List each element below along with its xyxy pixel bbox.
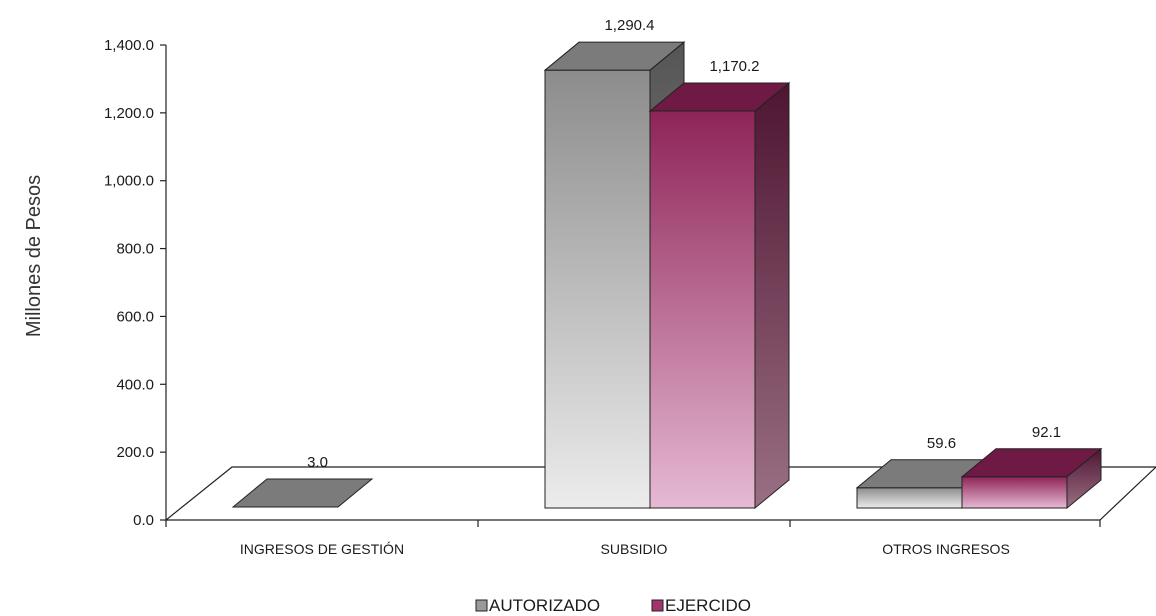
- bar-front-ejercido: [961, 476, 1068, 509]
- y-tick-label: 0.0: [133, 512, 154, 529]
- legend-swatch-autorizado: [475, 599, 488, 612]
- bar-top-ejercido: [648, 82, 791, 112]
- y-tick-label: 600.0: [116, 308, 154, 325]
- y-tick-label: 200.0: [116, 444, 154, 461]
- x-axis: [165, 520, 1101, 527]
- y-axis: 0.0 200.0 400.0 600.0 800.0 1,000.0 1,200.0 1,4…: [104, 37, 167, 529]
- bar-top-autorizado: [231, 478, 374, 508]
- bar-front-ejercido: [649, 110, 756, 509]
- bars-group: [231, 41, 1103, 510]
- bar-front-autorizado: [856, 487, 963, 509]
- y-tick-label: 1,200.0: [104, 105, 154, 122]
- data-label: 1,290.4: [604, 17, 654, 34]
- bar-top-autorizado: [543, 41, 686, 71]
- bar-side-ejercido: [754, 81, 790, 510]
- bar-front-autorizado: [544, 69, 651, 509]
- category-label: INGRESOS DE GESTIÓN: [240, 541, 404, 557]
- y-axis-title: Millones de Pesos: [23, 175, 45, 337]
- y-tick-label: 400.0: [116, 376, 154, 393]
- y-tick-label: 800.0: [116, 241, 154, 258]
- legend: AUTORIZADO EJERCIDO: [475, 596, 751, 615]
- y-tick-label: 1,400.0: [104, 37, 154, 54]
- data-label: 1,170.2: [709, 58, 759, 75]
- legend-label-ejercido: EJERCIDO: [665, 596, 751, 615]
- y-tick-label: 1,000.0: [104, 173, 154, 190]
- data-label: 3.0: [307, 454, 328, 471]
- bar-top-ejercido: [960, 448, 1103, 478]
- category-label: SUBSIDIO: [601, 541, 668, 557]
- category-label: OTROS INGRESOS: [882, 541, 1010, 557]
- category-labels-group: INGRESOS DE GESTIÓN SUBSIDIO OTROS INGRESO…: [240, 541, 1010, 557]
- data-labels-group: 3.0 1,290.4 1,170.2 59.6 92.1: [307, 17, 1061, 471]
- legend-label-autorizado: AUTORIZADO: [489, 596, 600, 615]
- data-label: 59.6: [927, 435, 956, 452]
- data-label: 92.1: [1032, 424, 1061, 441]
- legend-swatch-ejercido: [651, 599, 664, 612]
